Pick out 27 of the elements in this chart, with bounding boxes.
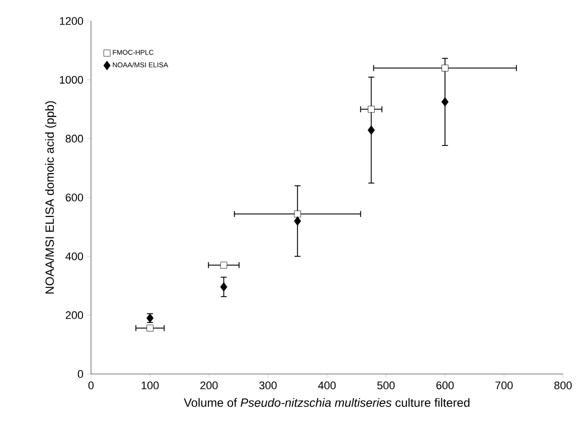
point (146, 324, 154, 332)
x-tick-label: 800 (554, 382, 572, 390)
x-tick-label: 700 (495, 382, 513, 390)
y-tick-label: 800 (66, 134, 84, 143)
point (220, 282, 228, 292)
x-tick-label: 200 (200, 382, 218, 390)
x-tick-label: 400 (318, 382, 336, 390)
y-axis-title: NOAA/MSI ELISA domoic acid (ppb) (45, 101, 56, 294)
y-tick-label: 600 (66, 194, 84, 202)
x-tick-label: 100 (142, 382, 159, 390)
point (368, 106, 375, 113)
y-tick-label: 200 (66, 311, 84, 320)
x-tick-label: 600 (436, 382, 454, 390)
point (442, 64, 448, 72)
x-tick-label: 0 (88, 382, 94, 390)
point (294, 216, 302, 226)
x-tick-label: 300 (259, 382, 277, 390)
y-tick-label: 0 (78, 370, 84, 378)
y-tick-label: 1200 (60, 17, 84, 25)
point (220, 262, 228, 269)
point (441, 97, 449, 107)
y-tick-label: 400 (65, 252, 84, 260)
point (294, 210, 301, 218)
point (368, 125, 375, 135)
y-tick-label: 1000 (60, 76, 84, 84)
x-tick-label: 500 (377, 382, 395, 390)
x-axis-title: Volume of Pseudo-nitzschia multiseries culture filtered (184, 398, 470, 407)
